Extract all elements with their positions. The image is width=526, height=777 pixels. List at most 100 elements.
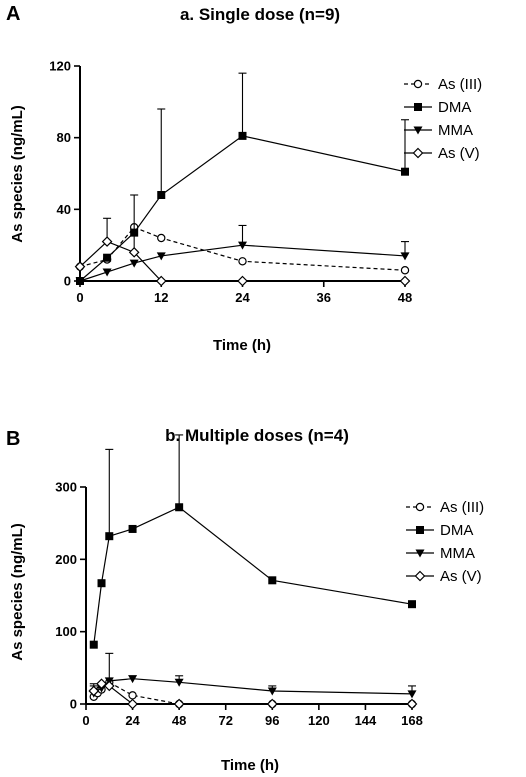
data-point [129,259,139,268]
data-point [407,690,417,699]
legend-entry: MMA [404,122,473,139]
data-point [174,678,184,687]
y-tick-label: 100 [55,624,77,639]
data-point [155,275,167,287]
data-point [105,532,114,541]
x-tick-label: 36 [317,290,331,305]
legend-entry: As (III) [406,499,484,516]
y-tick-label: 40 [57,202,71,217]
y-tick-label: 300 [55,480,77,495]
x-tick-label: 0 [76,290,83,305]
data-point [101,236,113,247]
data-point [156,252,166,261]
data-point [268,576,277,585]
series-dma [89,434,416,649]
series-line [79,226,406,271]
data-point [175,503,184,512]
y-tick-label: 120 [49,59,71,74]
data-point [128,246,140,258]
legend-label: As (III) [438,76,482,93]
data-point [401,167,409,176]
panel-letter: A [6,3,20,25]
panel-b: B b. Multiple doses (n=4) Time (h) As sp… [6,426,484,774]
legend-entry: DMA [406,522,473,539]
data-point [103,253,112,262]
series-line [79,135,406,282]
x-tick-label: 72 [218,713,232,728]
data-point [128,524,137,533]
data-point [238,257,247,266]
data-point [406,698,418,710]
data-point [157,191,166,199]
y-axis-label: As species (ng/mL) [9,523,26,661]
x-tick-label: 48 [172,713,186,728]
data-point [75,277,85,286]
data-point [96,678,107,690]
data-point [74,261,86,273]
legend-entry: MMA [406,545,475,562]
data-point [266,698,278,710]
data-point [400,252,410,261]
legend-entry: As (V) [406,568,482,585]
panel-a: A a. Single dose (n=9) Time (h) As speci… [6,3,482,354]
y-axis-label: As species (ng/mL) [9,105,26,243]
chart-title: a. Single dose (n=9) [180,5,340,24]
x-tick-label: 120 [308,713,330,728]
legend-marker [413,126,423,135]
data-point [128,691,137,700]
legend-entry: As (III) [404,76,482,93]
legend-marker [416,526,424,534]
data-point [267,687,277,696]
legend-label: As (V) [438,145,480,162]
y-tick-label: 0 [70,697,77,712]
x-tick-label: 0 [82,713,89,728]
series-line [93,683,412,705]
legend-entry: As (V) [404,145,480,162]
legend-label: MMA [440,545,475,562]
data-point [157,233,166,243]
series-as-v [88,678,418,710]
series-line [79,244,406,282]
y-tick-label: 80 [57,130,71,145]
series-line [93,506,413,645]
data-point [103,680,115,692]
legend-label: As (III) [440,499,484,516]
series-mma [89,652,417,699]
series-line [79,240,405,282]
legend-marker [415,502,425,512]
chart-title: b. Multiple doses (n=4) [165,426,349,445]
data-point [97,579,106,588]
data-point [238,241,247,250]
data-point [88,685,100,697]
x-tick-label: 24 [125,713,140,728]
x-axis-label: Time (h) [221,757,279,774]
legend-label: As (V) [440,568,482,585]
data-point [173,698,185,710]
data-point [400,266,410,275]
legend-marker [414,570,426,582]
x-tick-label: 144 [355,713,377,728]
data-point [399,275,411,287]
data-point [237,275,248,287]
x-tick-label: 168 [401,713,423,728]
panel-letter: B [6,428,20,450]
legend-label: DMA [440,522,473,539]
x-tick-label: 48 [398,290,412,305]
legend-marker [412,147,424,159]
data-point [89,640,98,649]
series-as-v [74,194,411,287]
legend-marker [415,549,425,558]
legend-marker [414,103,422,111]
x-tick-label: 12 [154,290,168,305]
legend-label: DMA [438,99,471,116]
legend-entry: DMA [404,99,471,116]
series-line [93,678,413,695]
data-point [102,268,112,277]
y-tick-label: 200 [55,552,77,567]
legend-marker [413,79,423,89]
x-axis-label: Time (h) [213,337,271,354]
data-point [238,131,247,140]
data-point [128,675,138,684]
data-point [408,600,416,609]
